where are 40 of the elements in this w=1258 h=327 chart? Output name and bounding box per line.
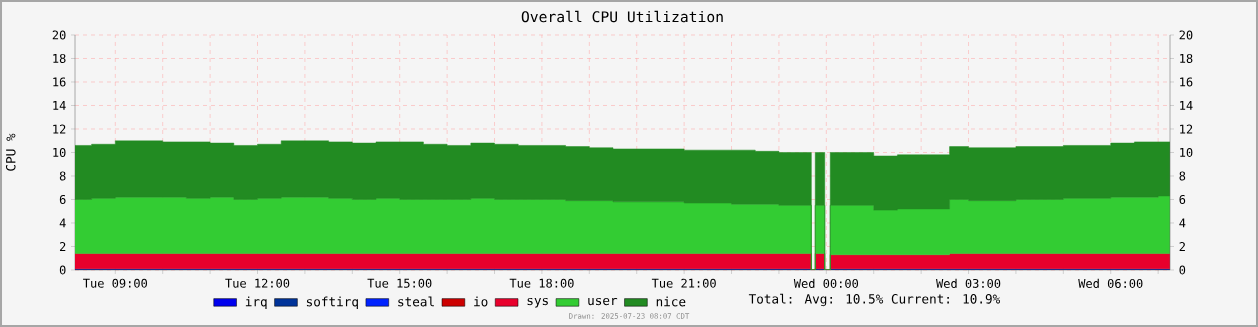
y-tick-label: 2 bbox=[59, 242, 66, 251]
y2-tick-label: 0 bbox=[1179, 265, 1186, 275]
y2-tick-label: 4 bbox=[1179, 218, 1186, 228]
legend-label: sys bbox=[527, 297, 548, 308]
y-tick-label: 8 bbox=[59, 171, 66, 181]
y2-tick-label: 8 bbox=[1179, 171, 1186, 181]
y-tick-label: 12 bbox=[53, 124, 66, 134]
y2-tick-label: 6 bbox=[1179, 194, 1186, 205]
legend-label: softirq bbox=[306, 296, 358, 309]
y-tick-label: 10 bbox=[53, 147, 66, 158]
y-tick-label: 0 bbox=[59, 265, 66, 275]
y2-tick-label: 20 bbox=[1179, 30, 1193, 40]
y2-tick-label: 12 bbox=[1180, 124, 1193, 134]
y-tick-label: 20 bbox=[52, 30, 66, 40]
x-tick-label: Tue 09:00 bbox=[83, 278, 148, 288]
legend-label: io bbox=[474, 296, 488, 307]
x-tick-label: Wed 03:00 bbox=[936, 278, 1001, 288]
y2-tick-label: 14 bbox=[1180, 101, 1193, 110]
x-tick-label: Tue 15:00 bbox=[367, 278, 432, 288]
x-tick-label: Tue 18:00 bbox=[509, 278, 574, 288]
y-tick-label: 4 bbox=[59, 218, 66, 228]
legend-label: steal bbox=[398, 296, 434, 307]
y2-tick-label: 2 bbox=[1179, 242, 1185, 251]
y-tick-label: 6 bbox=[59, 194, 66, 205]
x-tick-label: Wed 00:00 bbox=[793, 278, 859, 288]
y-tick-label: 16 bbox=[53, 77, 66, 87]
legend-label: nice bbox=[656, 296, 686, 307]
chart-title: Overall CPU Utilization bbox=[521, 10, 723, 23]
y2-tick-label: 10 bbox=[1180, 147, 1193, 158]
x-tick-label: Tue 12:00 bbox=[225, 278, 290, 288]
y-axis-title: CPU % bbox=[5, 133, 16, 171]
y2-tick-label: 16 bbox=[1180, 77, 1193, 87]
text: Total: Avg: 10.5% Current: 10.9% bbox=[748, 293, 1001, 307]
legend-label: irq bbox=[245, 296, 267, 309]
y-tick-label: 18 bbox=[53, 53, 66, 64]
x-tick-label: Tue 21:00 bbox=[651, 278, 716, 288]
legend-label: user bbox=[588, 297, 618, 306]
x-tick-label: Wed 06:00 bbox=[1078, 278, 1143, 288]
y-tick-label: 14 bbox=[53, 101, 66, 110]
y2-tick-label: 18 bbox=[1180, 53, 1193, 64]
